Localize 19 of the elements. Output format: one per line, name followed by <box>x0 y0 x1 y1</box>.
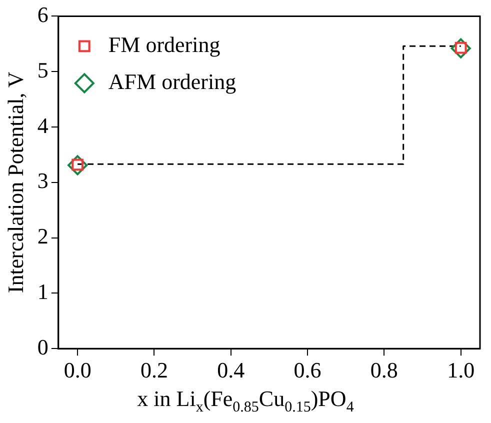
y-tick-label: 5 <box>37 57 48 82</box>
x-axis-title: x in Li$_{x}$(Fe$_{0.85}$Cu$_{0.15}$)PO$_{4}$ <box>136 386 355 416</box>
legend-label: FM ordering <box>108 32 220 57</box>
legend-label: AFM ordering <box>108 68 236 94</box>
y-tick-label: 1 <box>37 278 48 304</box>
point <box>450 38 471 58</box>
y-tick-label: 4 <box>37 112 48 138</box>
x-tick-label: 0.4 <box>217 358 245 383</box>
point <box>68 155 88 176</box>
y-tick-label: 2 <box>37 224 48 249</box>
x-tick-label: 0.6 <box>294 358 322 383</box>
y-axis-title: Intercalation Potential, V <box>2 72 28 294</box>
x-tick-label: 0.0 <box>64 358 92 383</box>
y-tick-label: 3 <box>37 168 48 194</box>
y-tick-label: 0 <box>37 334 48 360</box>
x-tick-label: 1.0 <box>447 358 475 383</box>
y-tick-label: 6 <box>37 2 48 27</box>
x-tick-label: 0.2 <box>140 358 168 383</box>
x-tick-label: 0.8 <box>370 358 398 383</box>
